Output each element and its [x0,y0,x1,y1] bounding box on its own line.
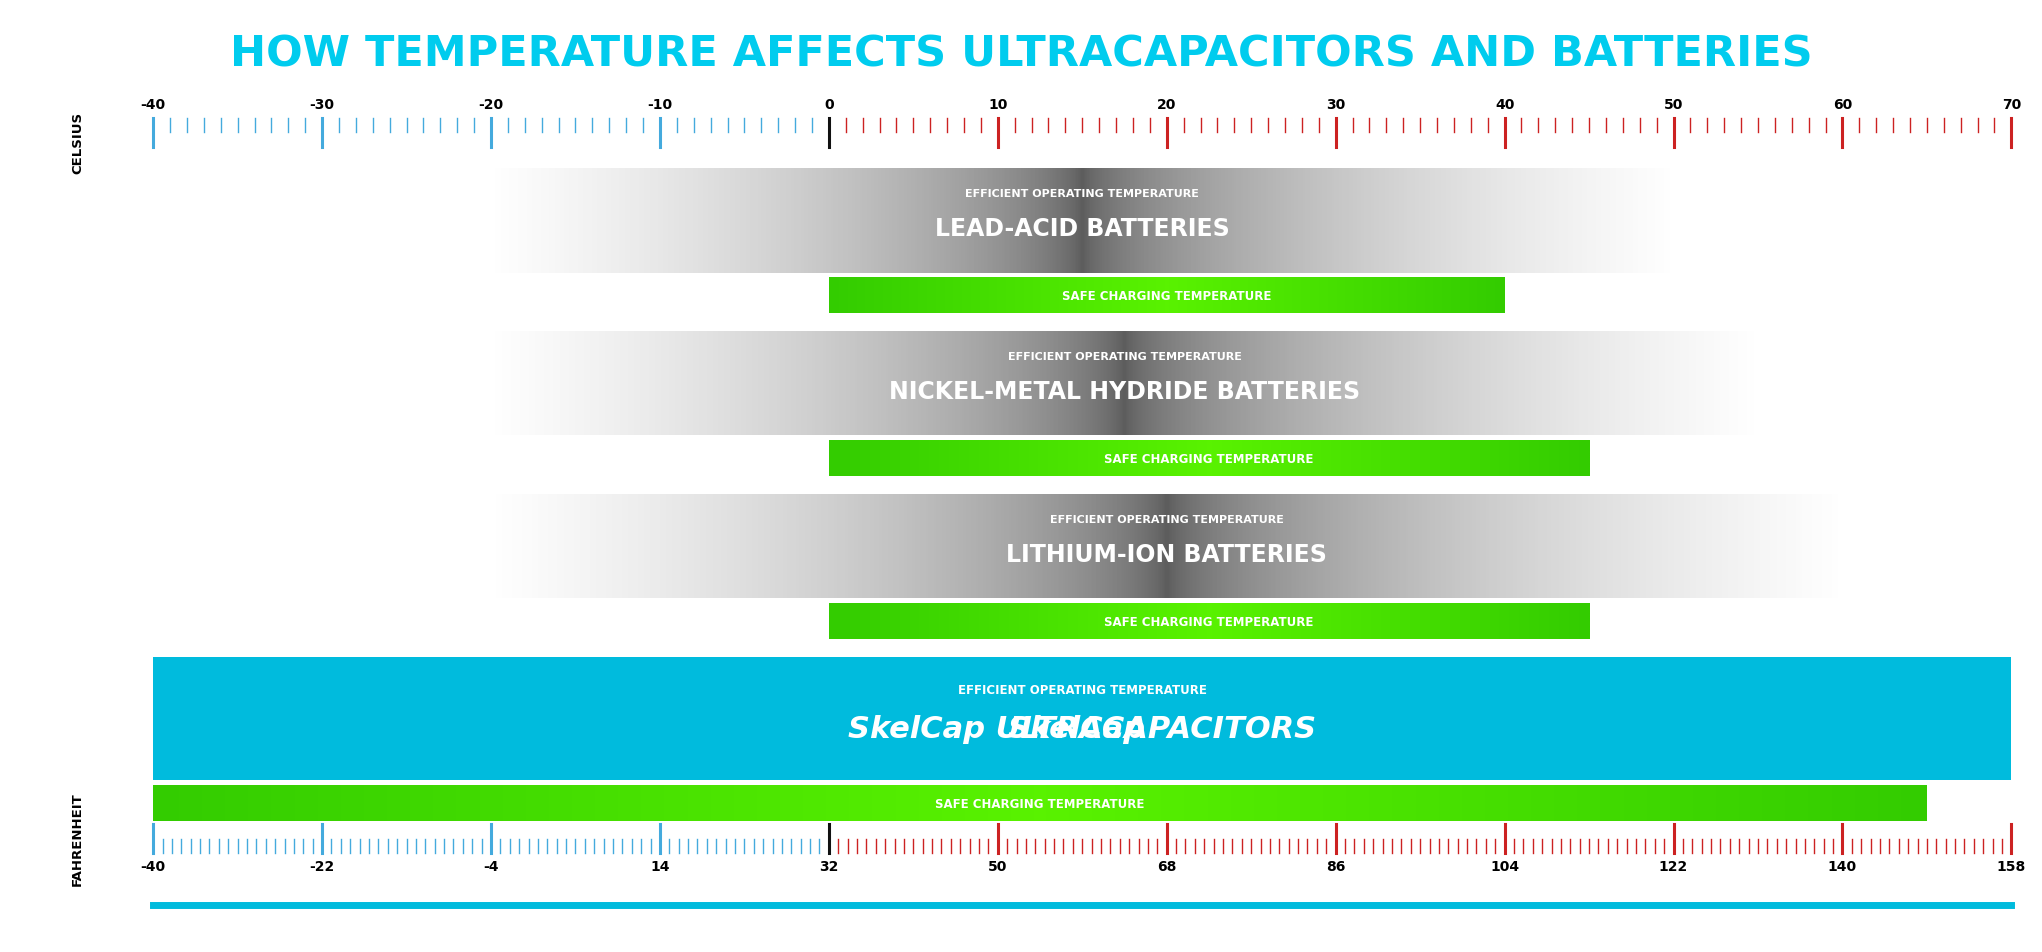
Text: SAFE CHARGING TEMPERATURE: SAFE CHARGING TEMPERATURE [1105,452,1313,466]
Text: 104: 104 [1491,859,1519,873]
Text: EFFICIENT OPERATING TEMPERATURE: EFFICIENT OPERATING TEMPERATURE [1007,352,1242,362]
Text: CELSIUS: CELSIUS [71,111,84,174]
Text: LITHIUM-ION BATTERIES: LITHIUM-ION BATTERIES [1007,542,1327,566]
Text: SAFE CHARGING TEMPERATURE: SAFE CHARGING TEMPERATURE [935,797,1146,810]
Text: 10: 10 [988,98,1007,112]
Text: EFFICIENT OPERATING TEMPERATURE: EFFICIENT OPERATING TEMPERATURE [1050,515,1284,525]
Text: 86: 86 [1325,859,1346,873]
Text: -30: -30 [310,98,335,112]
Text: 32: 32 [819,859,839,873]
Text: -10: -10 [647,98,672,112]
Text: -40: -40 [141,859,165,873]
Text: SAFE CHARGING TEMPERATURE: SAFE CHARGING TEMPERATURE [1105,615,1313,628]
Text: 50: 50 [1664,98,1683,112]
Text: FAHRENHEIT: FAHRENHEIT [71,792,84,885]
Text: EFFICIENT OPERATING TEMPERATURE: EFFICIENT OPERATING TEMPERATURE [958,684,1207,697]
Text: 40: 40 [1495,98,1515,112]
Text: 30: 30 [1325,98,1346,112]
Text: SkelCap ULTRACAPACITORS: SkelCap ULTRACAPACITORS [847,714,1317,743]
Text: -40: -40 [141,98,165,112]
Text: NICKEL-METAL HYDRIDE BATTERIES: NICKEL-METAL HYDRIDE BATTERIES [888,379,1360,404]
Text: SkelCap: SkelCap [1009,714,1156,743]
Text: 70: 70 [2001,98,2022,112]
Text: EFFICIENT OPERATING TEMPERATURE: EFFICIENT OPERATING TEMPERATURE [966,189,1199,199]
Text: 14: 14 [649,859,670,873]
Text: 0: 0 [825,98,833,112]
Text: 50: 50 [988,859,1007,873]
Text: 60: 60 [1834,98,1852,112]
Text: 158: 158 [1997,859,2026,873]
Text: -20: -20 [478,98,504,112]
Text: HOW TEMPERATURE AFFECTS ULTRACAPACITORS AND BATTERIES: HOW TEMPERATURE AFFECTS ULTRACAPACITORS … [229,33,1813,75]
Text: -4: -4 [484,859,498,873]
Text: -22: -22 [310,859,335,873]
Text: SAFE CHARGING TEMPERATURE: SAFE CHARGING TEMPERATURE [1062,289,1272,303]
Text: 122: 122 [1658,859,1689,873]
Text: 20: 20 [1158,98,1176,112]
Text: 140: 140 [1828,859,1856,873]
Text: 68: 68 [1158,859,1176,873]
Text: LEAD-ACID BATTERIES: LEAD-ACID BATTERIES [935,216,1229,241]
